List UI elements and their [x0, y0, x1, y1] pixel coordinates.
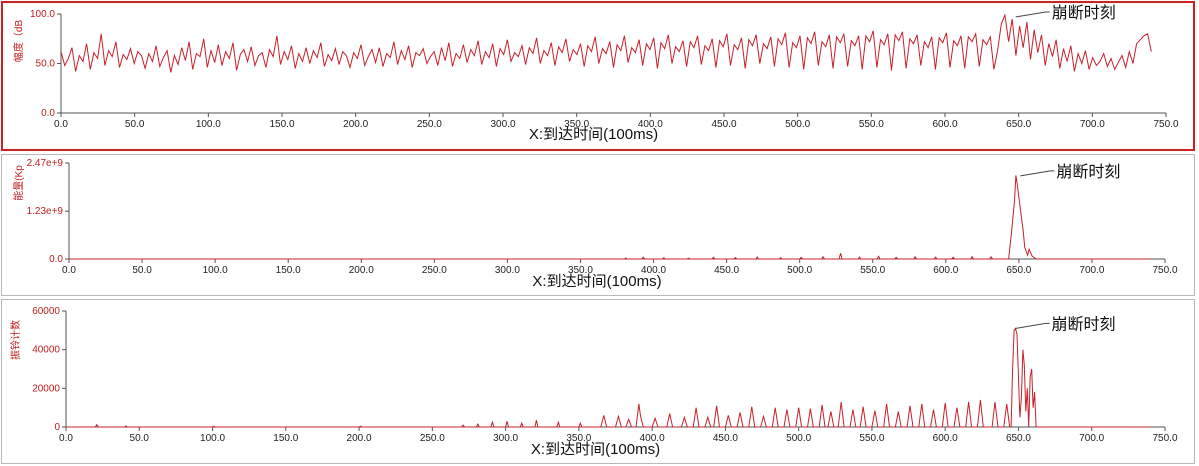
x-tick-label: 200.0 [347, 433, 372, 444]
x-tick-label: 350.0 [566, 433, 591, 444]
x-tick-label: 700.0 [1079, 265, 1104, 276]
x-tick-label: 150.0 [276, 265, 301, 276]
x-tick-label: 600.0 [933, 265, 958, 276]
break-moment-annotation: 崩断时刻 [1056, 163, 1120, 181]
amplitude-chart: 0.0 50.0 100.0 0.0 50.0 100.0 150.0 200.0 250.0 3… [12, 4, 1179, 143]
y-tick-label: 0.0 [41, 108, 55, 119]
x-tick-label: 0.0 [59, 433, 73, 444]
x-tick-label: 250.0 [420, 433, 445, 444]
y-tick-label: 2.47e+9 [27, 158, 64, 169]
x-tick-label: 250.0 [422, 265, 447, 276]
x-tick-label: 450.0 [711, 119, 736, 130]
x-tick-label: 0.0 [62, 265, 76, 276]
amplitude-series-line [60, 13, 1152, 73]
amplitude-chart-panel: 0.0 50.0 100.0 0.0 50.0 100.0 150.0 200.0 250.0 3… [1, 1, 1195, 151]
annotation-leader-line [1015, 322, 1050, 329]
x-tick-label: 400.0 [640, 433, 665, 444]
x-tick-label: 600.0 [932, 119, 957, 130]
x-tick-label: 650.0 [1006, 433, 1031, 444]
x-tick-label: 600.0 [933, 433, 958, 444]
x-tick-label: 500.0 [787, 265, 812, 276]
x-tick-label: 50.0 [132, 265, 152, 276]
x-tick-label: 50.0 [125, 119, 145, 130]
x-tick-label: 100.0 [200, 433, 225, 444]
energy-chart-panel: 0.0 1.23e+9 2.47e+9 0.0 50.0 100.0 150.0 200.0 2… [1, 154, 1195, 296]
y-tick-label: 0 [54, 422, 60, 433]
break-moment-annotation: 崩断时刻 [1052, 4, 1116, 22]
x-tick-label: 550.0 [860, 265, 885, 276]
x-tick-label: 100.0 [203, 265, 228, 276]
x-tick-label: 500.0 [786, 433, 811, 444]
y-tick-label: 60000 [32, 306, 60, 317]
x-tick-label: 300.0 [490, 119, 515, 130]
energy-series-line [69, 175, 1151, 260]
y-tick-label: 50.0 [36, 59, 56, 70]
y-axis-label: 振铃计数 [9, 320, 22, 360]
x-tick-label: 700.0 [1080, 119, 1105, 130]
ring-count-series-line [66, 327, 1151, 428]
x-axis-label: X:到达时间(100ms) [531, 441, 660, 458]
x-tick-label: 750.0 [1152, 265, 1177, 276]
x-tick-label: 250.0 [417, 119, 442, 130]
x-tick-label: 300.0 [493, 433, 518, 444]
x-tick-label: 500.0 [785, 119, 810, 130]
x-tick-label: 650.0 [1006, 119, 1031, 130]
x-axis-label: X:到达时间(100ms) [529, 126, 658, 143]
x-tick-label: 300.0 [495, 265, 520, 276]
x-tick-label: 200.0 [343, 119, 368, 130]
x-tick-label: 550.0 [859, 119, 884, 130]
x-tick-label: 750.0 [1152, 433, 1177, 444]
annotation-leader-line [1015, 11, 1050, 18]
ring-count-chart: 0 20000 40000 60000 0.0 50.0 100.0 150.0 200.0 25… [9, 306, 1178, 458]
x-tick-label: 350.0 [564, 119, 589, 130]
x-tick-label: 350.0 [568, 265, 593, 276]
x-tick-label: 450.0 [713, 433, 738, 444]
x-tick-label: 150.0 [269, 119, 294, 130]
y-tick-label: 1.23e+9 [27, 206, 64, 217]
x-tick-label: 400.0 [641, 265, 666, 276]
y-tick-label: 20000 [32, 383, 60, 394]
x-tick-label: 400.0 [638, 119, 663, 130]
x-tick-label: 50.0 [130, 433, 150, 444]
x-tick-label: 750.0 [1153, 119, 1178, 130]
x-tick-label: 0.0 [54, 119, 68, 130]
x-axis-label: X:到达时间(100ms) [532, 273, 661, 290]
x-tick-label: 550.0 [859, 433, 884, 444]
x-tick-label: 650.0 [1006, 265, 1031, 276]
y-tick-label: 0.0 [49, 254, 63, 265]
ring-count-chart-panel: 0 20000 40000 60000 0.0 50.0 100.0 150.0 200.0 25… [1, 299, 1195, 464]
annotation-leader-line [1020, 170, 1055, 177]
x-tick-label: 150.0 [273, 433, 298, 444]
x-tick-label: 200.0 [349, 265, 374, 276]
y-axis-label: 幅度（dB [12, 20, 25, 63]
break-moment-annotation: 崩断时刻 [1052, 315, 1116, 333]
x-tick-label: 700.0 [1079, 433, 1104, 444]
y-axis-label: 能量(Kp [12, 165, 25, 201]
x-tick-label: 450.0 [714, 265, 739, 276]
y-tick-label: 100.0 [30, 9, 55, 20]
energy-chart: 0.0 1.23e+9 2.47e+9 0.0 50.0 100.0 150.0 200.0 2… [12, 158, 1178, 290]
y-tick-label: 40000 [32, 345, 60, 356]
x-tick-label: 100.0 [196, 119, 221, 130]
